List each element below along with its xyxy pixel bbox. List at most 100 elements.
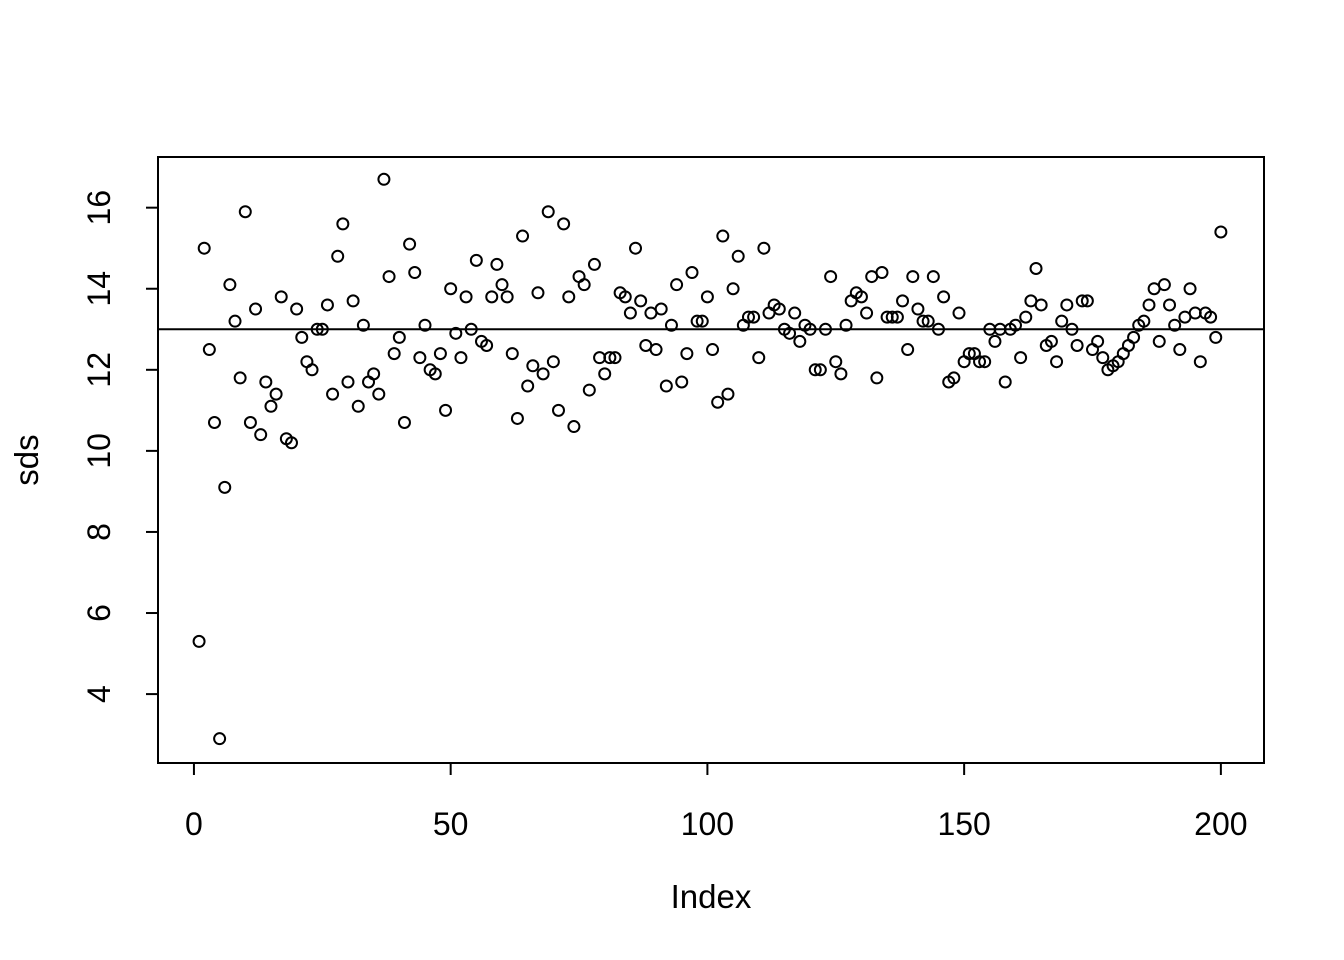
data-point [721,387,735,401]
data-point [243,416,257,430]
data-point [495,278,509,292]
data-point [1019,310,1033,324]
data-point [428,367,442,381]
data-point [531,286,545,300]
data-point [413,351,427,365]
data-point [274,290,288,304]
y-tick-label: 4 [81,685,117,703]
data-point [906,270,920,284]
x-tick-label: 50 [433,806,469,842]
data-point [1075,294,1089,308]
data-point [1168,318,1182,332]
x-tick-label: 100 [681,806,734,842]
data-point [664,318,678,332]
data-point [521,379,535,393]
data-point [772,302,786,316]
data-point [269,387,283,401]
data-point [659,379,673,393]
data-point [213,732,227,746]
data-point [290,302,304,316]
data-point [305,363,319,377]
data-point [444,282,458,296]
data-point [623,306,637,320]
data-point [403,237,417,251]
data-point [988,334,1002,348]
data-point [577,278,591,292]
data-point [1163,298,1177,312]
data-point [1091,334,1105,348]
data-point [896,294,910,308]
data-point [480,338,494,352]
y-tick-label: 6 [81,604,117,622]
data-point [854,290,868,304]
data-point [711,395,725,409]
data-point [485,290,499,304]
data-point [326,387,340,401]
x-tick-label: 150 [937,806,990,842]
data-point [510,411,524,425]
data-point [952,306,966,320]
x-tick-label: 0 [185,806,203,842]
data-point [192,634,206,648]
data-point [418,318,432,332]
data-point [680,347,694,361]
data-point [926,270,940,284]
data-point [285,436,299,450]
data-point [459,290,473,304]
data-point [367,367,381,381]
data-point [238,205,252,219]
x-axis-ticks: 0 50 100 150 200 [185,763,1248,842]
data-point [1034,298,1048,312]
data-point [629,241,643,255]
data-point [197,241,211,255]
data-point [433,347,447,361]
data-point [259,375,273,389]
data-point [695,314,709,328]
data-point [582,383,596,397]
data-point [716,229,730,243]
y-axis-label: sds [8,434,45,485]
data-point [916,314,930,328]
data-point [1193,355,1207,369]
data-point [608,351,622,365]
data-point [372,387,386,401]
data-point [875,266,889,280]
data-point [320,298,334,312]
data-point [978,355,992,369]
data-point [829,355,843,369]
data-points-group [192,172,1228,746]
data-point [973,355,987,369]
data-point [1044,334,1058,348]
data-point [860,306,874,320]
data-point [675,375,689,389]
data-point [264,399,278,413]
data-point [757,241,771,255]
data-point [397,416,411,430]
data-point [947,371,961,385]
data-point [392,330,406,344]
data-point [202,343,216,357]
data-point [921,314,935,328]
data-point [747,310,761,324]
y-tick-label: 12 [81,352,117,388]
data-point [1055,314,1069,328]
data-point [557,217,571,231]
data-point [885,310,899,324]
data-point [1204,310,1218,324]
data-point [649,343,663,357]
data-point [834,367,848,381]
data-point [526,359,540,373]
data-point [603,351,617,365]
data-point [808,363,822,377]
data-point [670,278,684,292]
data-point [254,428,268,442]
data-point [1209,330,1223,344]
data-point [839,318,853,332]
data-point [341,375,355,389]
data-point [439,403,453,417]
data-point [500,290,514,304]
data-point [618,290,632,304]
data-point [218,480,232,494]
